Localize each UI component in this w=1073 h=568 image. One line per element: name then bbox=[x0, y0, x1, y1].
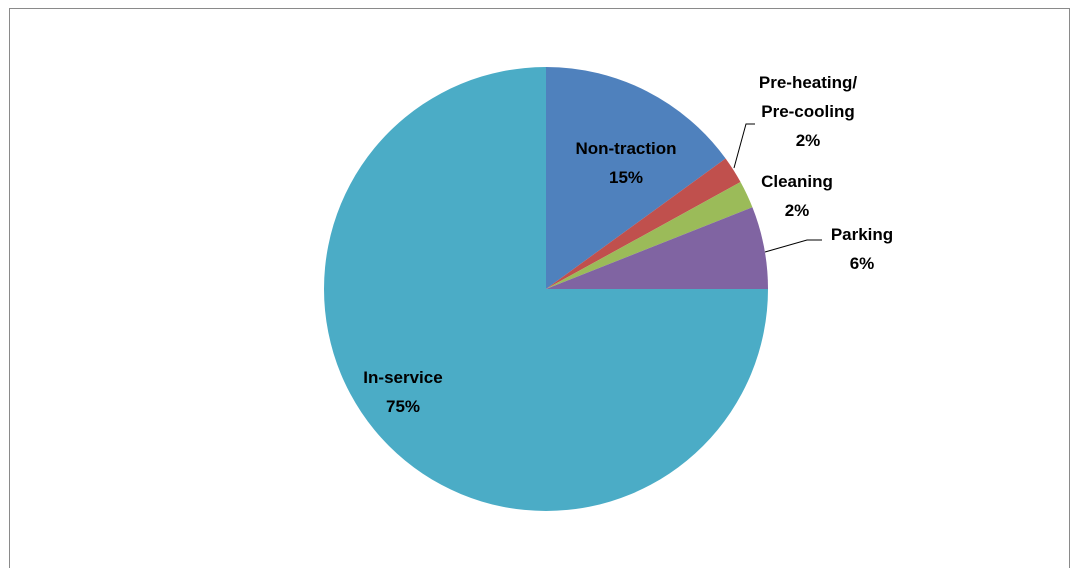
pie-slice-non-traction bbox=[546, 67, 726, 289]
slice-percent: 6% bbox=[850, 254, 875, 273]
slice-name-line: Non-traction bbox=[575, 139, 676, 158]
slice-percent: 2% bbox=[785, 201, 810, 220]
slice-percent: 75% bbox=[386, 397, 420, 416]
leader-line-parking bbox=[764, 239, 822, 253]
pie-slice-cleaning bbox=[546, 182, 753, 289]
slice-label-cleaning: Cleaning 2% bbox=[761, 172, 833, 220]
slice-label-in-service: In-service 75% bbox=[363, 368, 442, 416]
pie-slice-in-service bbox=[324, 67, 768, 511]
pie-slice-pre-heating-pre-cooling bbox=[546, 158, 741, 289]
slice-percent: 2% bbox=[796, 131, 821, 150]
slice-label-parking: Parking 6% bbox=[831, 225, 893, 273]
slice-label-non-traction: Non-traction 15% bbox=[575, 139, 676, 187]
slice-name-line: In-service bbox=[363, 368, 442, 387]
pie-slice-parking bbox=[546, 207, 768, 289]
slice-name-line: Parking bbox=[831, 225, 893, 244]
slice-labels: Non-traction 15% Pre-heating/Pre-cooling 2%… bbox=[363, 73, 893, 416]
slice-name-line: Pre-cooling bbox=[761, 102, 855, 121]
slice-name-line: Pre-heating/ bbox=[759, 73, 858, 92]
leader-lines bbox=[733, 123, 822, 253]
pie-slices bbox=[324, 67, 768, 511]
slice-label-pre-heating-pre-cooling: Pre-heating/Pre-cooling 2% bbox=[759, 73, 858, 150]
leader-line-pre-heating-pre-cooling bbox=[733, 123, 755, 169]
slice-percent: 15% bbox=[609, 168, 643, 187]
slice-name-line: Cleaning bbox=[761, 172, 833, 191]
